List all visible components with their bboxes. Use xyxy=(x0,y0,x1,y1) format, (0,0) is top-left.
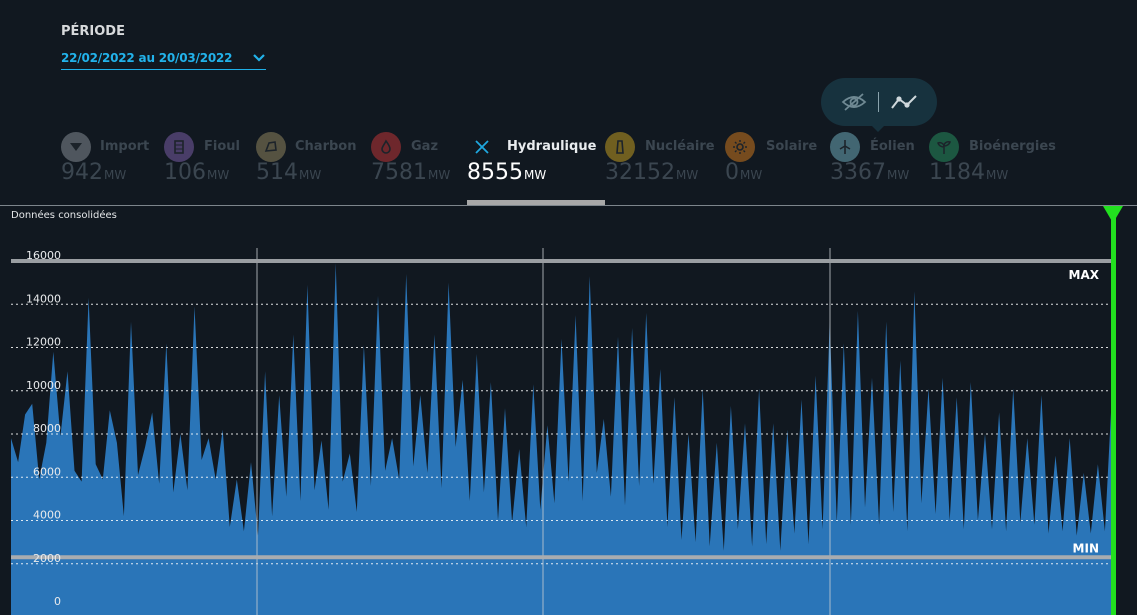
y-tick-label: 10000 xyxy=(26,379,61,392)
active-tab-indicator xyxy=(467,200,605,205)
sun-icon xyxy=(725,132,755,162)
pill-separator xyxy=(877,92,879,112)
line-chart-icon[interactable] xyxy=(890,92,918,112)
source-value: 0MW xyxy=(725,160,763,185)
chart-subtitle: Données consolidées xyxy=(11,210,117,221)
series-area xyxy=(11,263,1112,615)
source-name: Import xyxy=(100,139,150,154)
source-value: 3367MW xyxy=(830,160,910,185)
period-selector: PÉRIODE 22/02/2022 au 20/03/2022 xyxy=(61,24,266,70)
cursor-handle[interactable] xyxy=(1103,206,1123,223)
y-tick-label: 12000 xyxy=(26,336,61,349)
source-name: Nucléaire xyxy=(645,139,715,154)
source-name: Gaz xyxy=(411,139,439,154)
period-label: PÉRIODE xyxy=(61,24,125,39)
min-label: MIN xyxy=(1073,541,1099,555)
wind-turbine-icon xyxy=(830,132,860,162)
header-divider xyxy=(0,205,1137,206)
close-icon[interactable] xyxy=(467,132,497,162)
source-name: Éolien xyxy=(870,139,915,154)
import-arrow-icon xyxy=(61,132,91,162)
energy-source-tabs: Import 942MW Fioul 106MW Charbon 514MW G… xyxy=(0,130,1137,206)
source-value: 32152MW xyxy=(605,160,699,185)
source-value: 514MW xyxy=(256,160,322,185)
max-label: MAX xyxy=(1069,268,1100,282)
y-tick-label: 4000 xyxy=(33,509,61,522)
y-tick-label: 6000 xyxy=(33,465,61,478)
source-name: Hydraulique xyxy=(507,139,597,154)
oil-barrel-icon xyxy=(164,132,194,162)
source-value: 106MW xyxy=(164,160,230,185)
sprout-icon xyxy=(929,132,959,162)
time-cursor[interactable] xyxy=(1111,218,1116,615)
view-toggle xyxy=(821,78,937,132)
period-value: 22/02/2022 au 20/03/2022 xyxy=(61,51,233,65)
source-name: Fioul xyxy=(204,139,240,154)
source-value: 942MW xyxy=(61,160,127,185)
source-name: Bioénergies xyxy=(969,139,1056,154)
source-value: 8555MW xyxy=(467,160,547,185)
hydraulique-area-chart: MAX MIN 0 2000 4000 6000 8000 10000 12000 14000 16… xyxy=(11,206,1123,615)
y-tick-label: 14000 xyxy=(26,292,61,305)
nuclear-plant-icon xyxy=(605,132,635,162)
period-dropdown[interactable]: 22/02/2022 au 20/03/2022 xyxy=(61,47,266,70)
source-name: Solaire xyxy=(766,139,818,154)
y-tick-label: 0 xyxy=(54,595,61,608)
y-tick-label: 16000 xyxy=(26,249,61,262)
y-tick-label: 8000 xyxy=(33,422,61,435)
source-value: 1184MW xyxy=(929,160,1009,185)
source-value: 7581MW xyxy=(371,160,451,185)
coal-icon xyxy=(256,132,286,162)
chevron-down-icon xyxy=(253,54,265,62)
eye-slash-icon[interactable] xyxy=(841,92,867,112)
y-tick-label: 2000 xyxy=(33,552,61,565)
source-name: Charbon xyxy=(295,139,357,154)
flame-icon xyxy=(371,132,401,162)
